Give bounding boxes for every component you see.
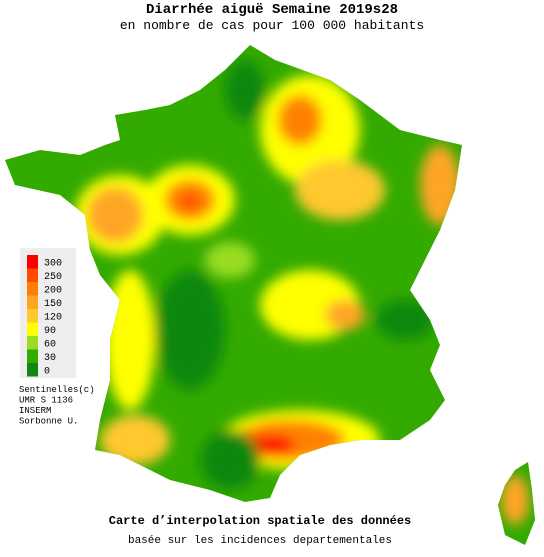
map-title: Diarrhée aiguë Semaine 2019s28 [146,2,398,18]
legend-swatch [27,268,38,282]
france-map [5,45,535,545]
credit-line: INSERM [19,406,51,416]
legend-label: 150 [44,299,62,310]
legend-label: 200 [44,286,62,297]
legend-label: 250 [44,272,62,283]
credit-line: Sentinelles(c) [19,385,95,395]
map-subtitle: en nombre de cas pour 100 000 habitants [120,18,424,33]
legend-label: 0 [44,367,50,378]
legend-label: 90 [44,326,56,337]
footer-title: Carte d’interpolation spatiale des donné… [109,514,411,528]
legend-swatch [27,349,38,363]
legend-swatch [27,255,38,269]
legend-label: 300 [44,259,62,270]
legend-label: 120 [44,313,62,324]
footer-subtitle: basée sur les incidences departementales [128,535,392,547]
credit-line: Sorbonne U. [19,417,78,427]
credit-line: UMR S 1136 [19,396,73,406]
legend-swatch [27,336,38,350]
legend-label: 60 [44,340,56,351]
legend-swatch [27,282,38,296]
legend-swatch [27,295,38,309]
legend-label: 30 [44,353,56,364]
legend-swatch [27,363,38,377]
legend-swatch [27,309,38,323]
legend-swatch [27,322,38,336]
